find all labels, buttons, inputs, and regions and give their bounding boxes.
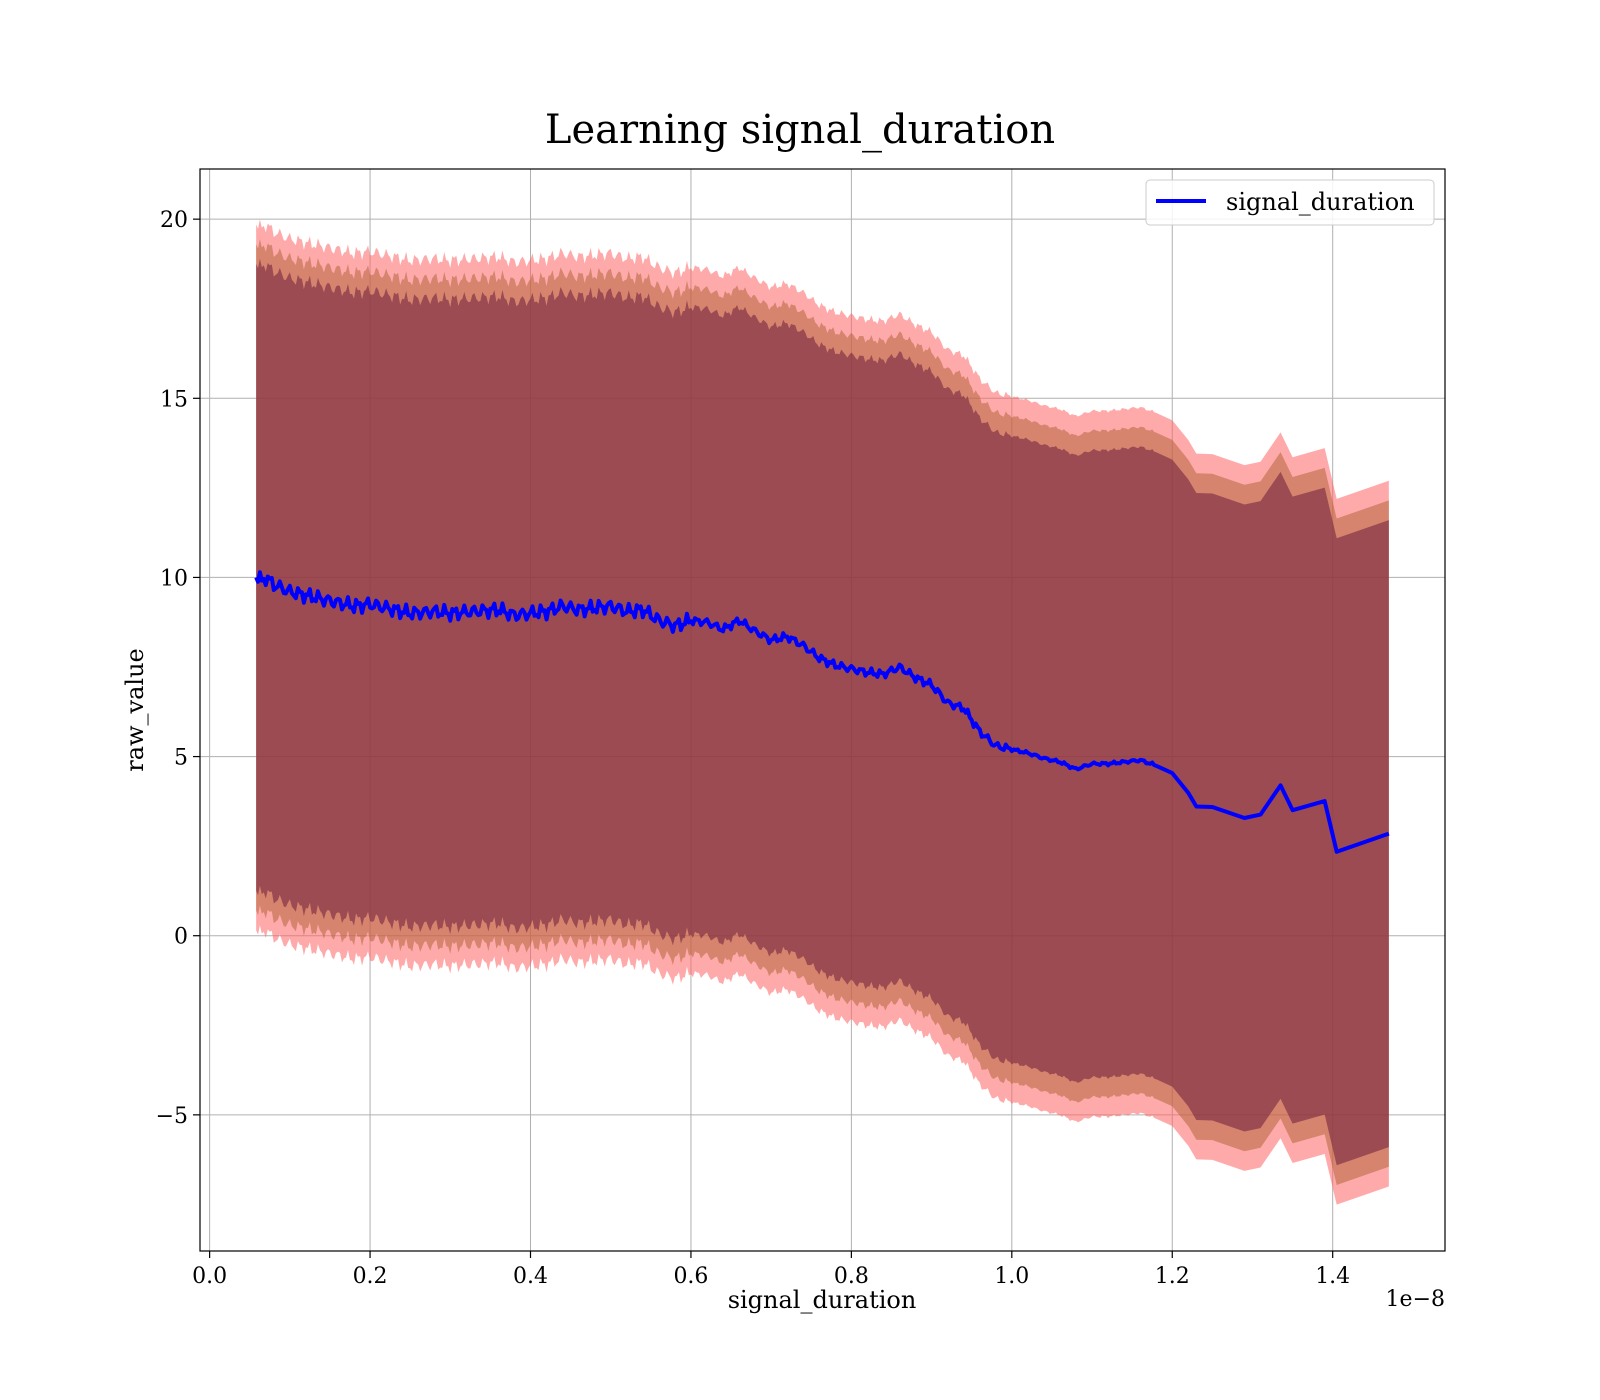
- y-tick-label-4: 15: [160, 387, 188, 412]
- x-tick-label-4: 0.8: [834, 1264, 869, 1289]
- series-lines: [254, 570, 1390, 854]
- x-tick-label-7: 1.4: [1315, 1264, 1350, 1289]
- x-axis-label: signal_duration: [728, 1286, 917, 1314]
- x-axis-ticks: 0.0 0.2 0.4 0.6 0.8 1.0 1.2 1.4: [192, 1251, 1350, 1289]
- x-tick-label-5: 1.0: [994, 1264, 1029, 1289]
- y-axis-label: raw_value: [121, 648, 149, 772]
- band-0: [256, 258, 1389, 1166]
- uncertainty-bands: [256, 219, 1389, 1205]
- x-axis-multiplier: 1e−8: [1386, 1287, 1445, 1312]
- legend-box: [1145, 179, 1435, 226]
- chart-title: Learning signal_duration: [545, 107, 1055, 153]
- x-tick-label-6: 1.2: [1155, 1264, 1190, 1289]
- legend-label-signal-duration: signal_duration: [1226, 188, 1415, 216]
- y-tick-label-0: −5: [156, 1104, 188, 1129]
- y-tick-label-1: 0: [174, 925, 188, 950]
- x-tick-label-2: 0.4: [513, 1264, 548, 1289]
- y-axis-ticks: −5 0 5 10 15 20: [156, 208, 200, 1129]
- y-tick-label-3: 10: [160, 566, 188, 591]
- plot-area-frame: [199, 168, 1446, 1252]
- y-tick-label-2: 5: [174, 746, 188, 771]
- legend: signal_duration: [1145, 179, 1435, 226]
- x-tick-label-0: 0.0: [192, 1264, 227, 1289]
- y-tick-label-5: 20: [160, 208, 188, 233]
- x-tick-label-3: 0.6: [673, 1264, 708, 1289]
- x-tick-label-1: 0.2: [353, 1264, 388, 1289]
- series-line-signal-duration: [254, 570, 1390, 854]
